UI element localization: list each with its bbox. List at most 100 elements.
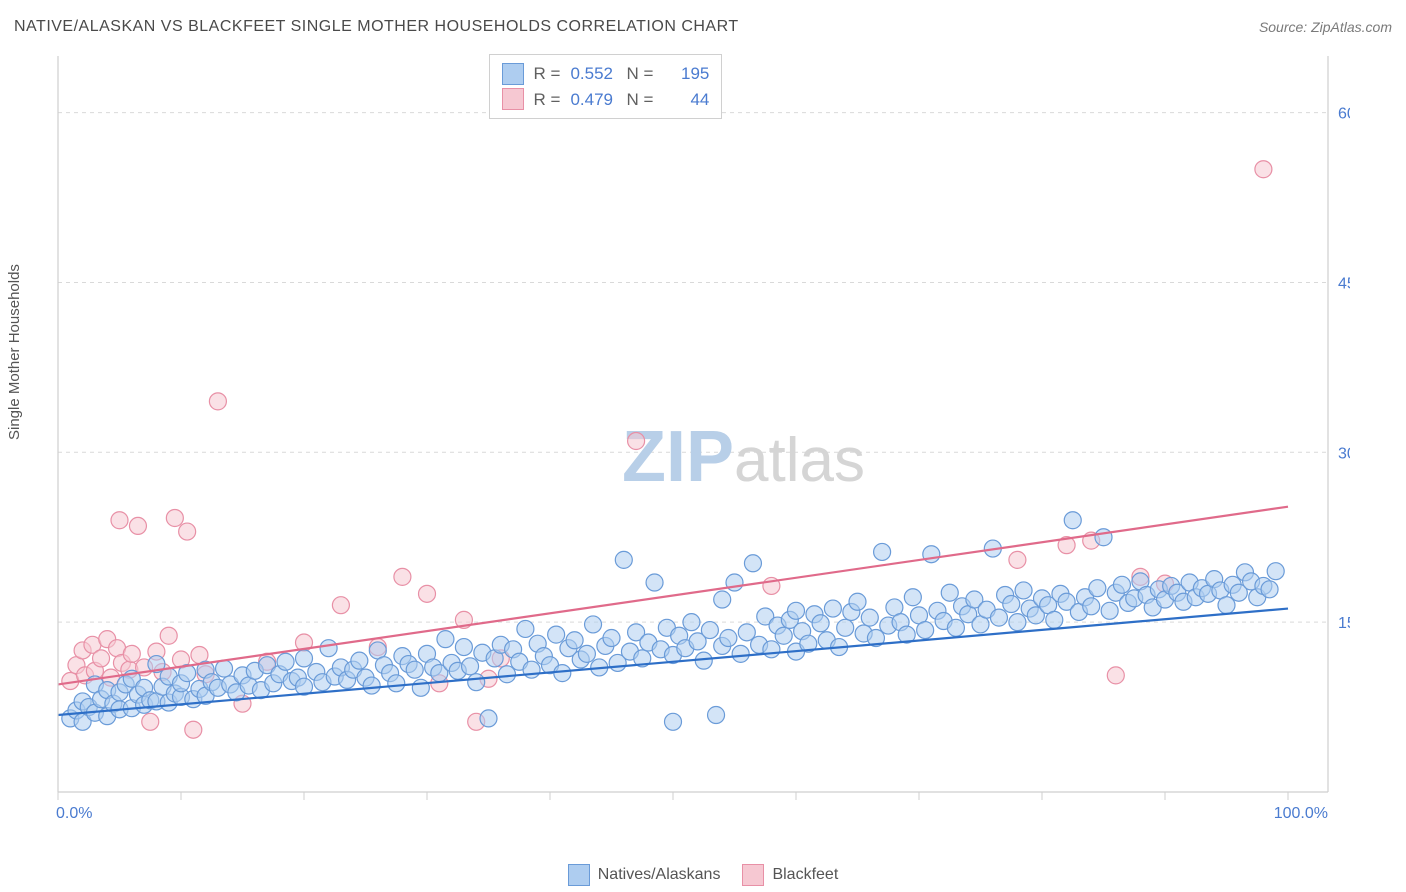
data-point [320, 640, 337, 657]
data-point [332, 597, 349, 614]
correlation-legend: R = 0.552 N = 195 R = 0.479 N = 44 [489, 54, 723, 119]
data-point [412, 679, 429, 696]
data-point [1089, 580, 1106, 597]
data-point [744, 555, 761, 572]
n-value: 195 [663, 61, 709, 87]
data-point [1009, 551, 1026, 568]
data-point [566, 632, 583, 649]
data-point [142, 713, 159, 730]
data-point [628, 432, 645, 449]
y-axis-label: Single Mother Households [6, 264, 23, 440]
data-point [1095, 529, 1112, 546]
x-tick-label: 100.0% [1274, 805, 1328, 820]
data-point [111, 512, 128, 529]
data-point [708, 707, 725, 724]
data-point [720, 630, 737, 647]
data-point [1101, 602, 1118, 619]
data-point [1009, 614, 1026, 631]
data-point [277, 653, 294, 670]
data-point [216, 660, 233, 677]
legend-swatch [568, 864, 590, 886]
data-point [468, 674, 485, 691]
data-point [849, 593, 866, 610]
data-point [665, 713, 682, 730]
data-point [917, 622, 934, 639]
data-point [160, 627, 177, 644]
data-point [732, 645, 749, 662]
data-point [1083, 598, 1100, 615]
data-point [437, 631, 454, 648]
data-point [1267, 563, 1284, 580]
legend-row: R = 0.479 N = 44 [502, 87, 710, 113]
series-legend: Natives/Alaskans Blackfeet [0, 864, 1406, 886]
data-point [129, 517, 146, 534]
legend-swatch [502, 63, 524, 85]
data-point [455, 639, 472, 656]
data-point [615, 551, 632, 568]
data-point [941, 584, 958, 601]
data-point [462, 658, 479, 675]
data-point [548, 626, 565, 643]
legend-item: Blackfeet [742, 864, 838, 886]
legend-row: R = 0.552 N = 195 [502, 61, 710, 87]
data-point [714, 591, 731, 608]
y-tick-label: 15.0% [1338, 615, 1350, 632]
data-point [1113, 576, 1130, 593]
legend-label: Blackfeet [772, 866, 838, 884]
data-point [523, 661, 540, 678]
data-point [1046, 611, 1063, 628]
scatter-chart: 15.0%30.0%45.0%60.0%ZIPatlas0.0%100.0% [50, 50, 1350, 820]
legend-item: Natives/Alaskans [568, 864, 721, 886]
data-point [1003, 596, 1020, 613]
data-point [788, 602, 805, 619]
n-label: N = [626, 61, 653, 87]
data-point [1261, 581, 1278, 598]
data-point [185, 721, 202, 738]
legend-label: Natives/Alaskans [598, 866, 721, 884]
n-label: N = [626, 87, 653, 113]
chart-header: NATIVE/ALASKAN VS BLACKFEET SINGLE MOTHE… [14, 18, 1392, 36]
data-point [166, 509, 183, 526]
data-point [517, 620, 534, 637]
data-point [701, 622, 718, 639]
data-point [812, 615, 829, 632]
chart-svg: 15.0%30.0%45.0%60.0%ZIPatlas0.0%100.0% [50, 50, 1350, 820]
data-point [296, 650, 313, 667]
data-point [1107, 667, 1124, 684]
data-point [1064, 512, 1081, 529]
data-point [763, 641, 780, 658]
data-point [388, 675, 405, 692]
chart-source: Source: ZipAtlas.com [1259, 19, 1392, 35]
data-point [824, 600, 841, 617]
data-point [585, 616, 602, 633]
r-value: 0.479 [570, 87, 616, 113]
data-point [1015, 582, 1032, 599]
data-point [837, 619, 854, 636]
data-point [123, 645, 140, 662]
data-point [351, 652, 368, 669]
data-point [578, 645, 595, 662]
y-tick-label: 45.0% [1338, 275, 1350, 292]
chart-title: NATIVE/ALASKAN VS BLACKFEET SINGLE MOTHE… [14, 18, 739, 36]
data-point [990, 609, 1007, 626]
legend-swatch [502, 88, 524, 110]
data-point [775, 627, 792, 644]
data-point [683, 614, 700, 631]
legend-swatch [742, 864, 764, 886]
data-point [861, 609, 878, 626]
data-point [363, 677, 380, 694]
n-value: 44 [663, 87, 709, 113]
x-tick-label: 0.0% [56, 805, 92, 820]
data-point [646, 574, 663, 591]
data-point [874, 543, 891, 560]
r-label: R = [534, 87, 561, 113]
r-label: R = [534, 61, 561, 87]
data-point [1255, 161, 1272, 178]
data-point [394, 568, 411, 585]
data-point [480, 710, 497, 727]
data-point [419, 585, 436, 602]
r-value: 0.552 [570, 61, 616, 87]
data-point [603, 630, 620, 647]
data-point [93, 650, 110, 667]
y-tick-label: 60.0% [1338, 106, 1350, 123]
